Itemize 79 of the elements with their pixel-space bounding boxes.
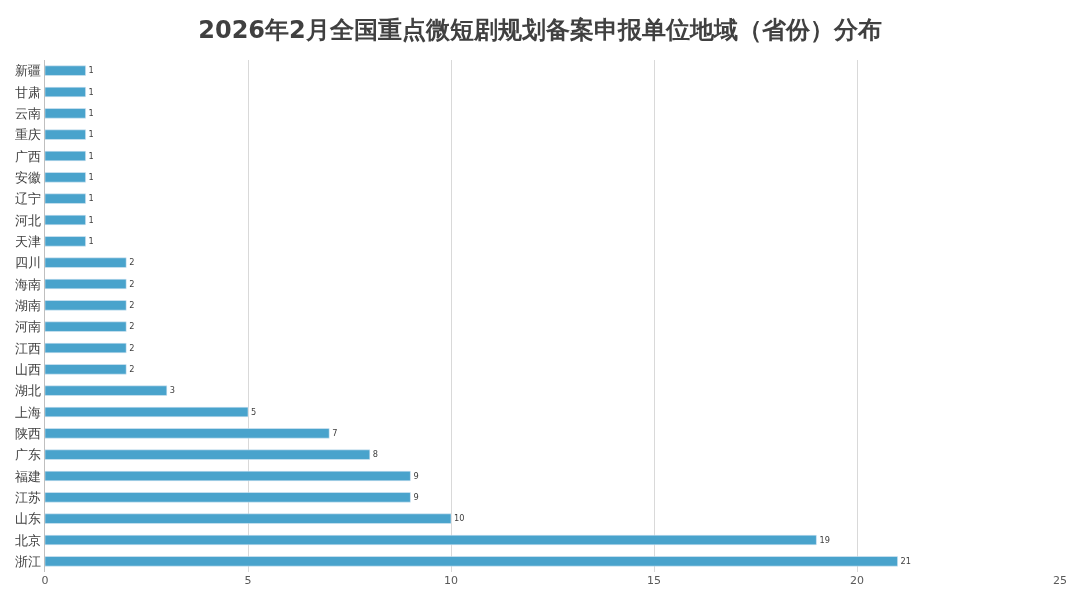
x-tick-label: 15 xyxy=(647,574,661,587)
y-tick-label: 天津 xyxy=(15,233,42,249)
y-tick-label: 北京 xyxy=(15,532,42,548)
y-tick-label: 重庆 xyxy=(15,127,42,143)
data-label: 2 xyxy=(129,257,135,268)
data-label: 1 xyxy=(88,172,94,183)
bar xyxy=(45,385,168,396)
x-tick-label: 20 xyxy=(850,574,864,587)
data-label: 2 xyxy=(129,364,135,375)
data-label: 1 xyxy=(88,86,94,97)
data-label: 5 xyxy=(251,406,257,417)
bar xyxy=(45,150,86,162)
data-label: 19 xyxy=(819,534,830,545)
y-tick-label: 江苏 xyxy=(15,489,42,505)
y-tick-label: 四川 xyxy=(15,255,42,271)
bar xyxy=(45,129,86,140)
data-label: 2 xyxy=(129,321,135,332)
data-label: 1 xyxy=(88,150,94,161)
data-label: 8 xyxy=(372,449,379,460)
bar xyxy=(45,470,411,482)
data-label: 1 xyxy=(88,193,94,204)
y-tick-label: 海南 xyxy=(15,276,42,292)
y-tick-label: 甘肃 xyxy=(15,84,42,100)
x-tick-label: 25 xyxy=(1053,574,1067,587)
bar xyxy=(45,193,86,204)
data-label: 1 xyxy=(88,108,94,119)
data-label: 2 xyxy=(129,342,135,353)
y-tick-label: 湖南 xyxy=(15,297,42,313)
y-tick-label: 山东 xyxy=(15,511,42,527)
bar xyxy=(45,257,127,268)
data-label: 1 xyxy=(88,129,94,140)
y-tick-label: 江西 xyxy=(15,340,42,356)
bar xyxy=(45,534,817,546)
data-label: 1 xyxy=(88,65,94,76)
y-tick-label: 山西 xyxy=(15,361,42,377)
x-tick-label: 10 xyxy=(444,574,458,587)
data-label: 1 xyxy=(88,214,94,225)
data-label: 7 xyxy=(332,428,338,439)
bar xyxy=(45,428,330,439)
y-tick-label: 广东 xyxy=(15,447,42,463)
bar xyxy=(45,449,371,460)
x-tick-label: 0 xyxy=(41,574,49,587)
y-tick-label: 河南 xyxy=(15,319,42,335)
bar xyxy=(45,513,452,524)
data-label: 21 xyxy=(900,556,912,567)
bar xyxy=(45,65,86,76)
data-label: 1 xyxy=(88,236,94,247)
y-tick-label: 福建 xyxy=(15,468,42,484)
y-tick-label: 上海 xyxy=(15,404,42,420)
y-tick-label: 陕西 xyxy=(15,425,42,441)
bar xyxy=(45,364,127,375)
bar xyxy=(45,556,898,567)
y-tick-label: 广西 xyxy=(15,148,42,164)
bar xyxy=(45,86,86,98)
bar xyxy=(45,236,86,247)
data-label: 10 xyxy=(454,513,465,524)
y-tick-label: 河北 xyxy=(15,212,42,228)
bar xyxy=(45,492,411,503)
data-label: 9 xyxy=(413,470,419,481)
y-tick-label: 云南 xyxy=(15,105,42,121)
y-tick-label: 辽宁 xyxy=(15,191,42,207)
x-tick-label: 5 xyxy=(244,574,252,587)
data-label: 2 xyxy=(129,278,135,289)
y-tick-label: 安徽 xyxy=(15,169,42,185)
data-label: 3 xyxy=(169,385,176,396)
chart-title: 2026年2月全国重点微短剧规划备案申报单位地域（省份）分布 xyxy=(198,15,882,44)
bar xyxy=(45,172,86,183)
y-tick-label: 浙江 xyxy=(15,553,42,569)
y-tick-label: 湖北 xyxy=(15,383,42,399)
bar xyxy=(45,108,86,119)
bar xyxy=(45,342,127,354)
y-tick-label: 新疆 xyxy=(15,63,42,79)
bar xyxy=(45,321,127,332)
data-label: 9 xyxy=(413,492,419,503)
bar xyxy=(45,406,249,418)
bar xyxy=(45,300,127,311)
bar xyxy=(45,278,127,290)
data-label: 2 xyxy=(129,300,135,311)
bar xyxy=(45,214,86,226)
